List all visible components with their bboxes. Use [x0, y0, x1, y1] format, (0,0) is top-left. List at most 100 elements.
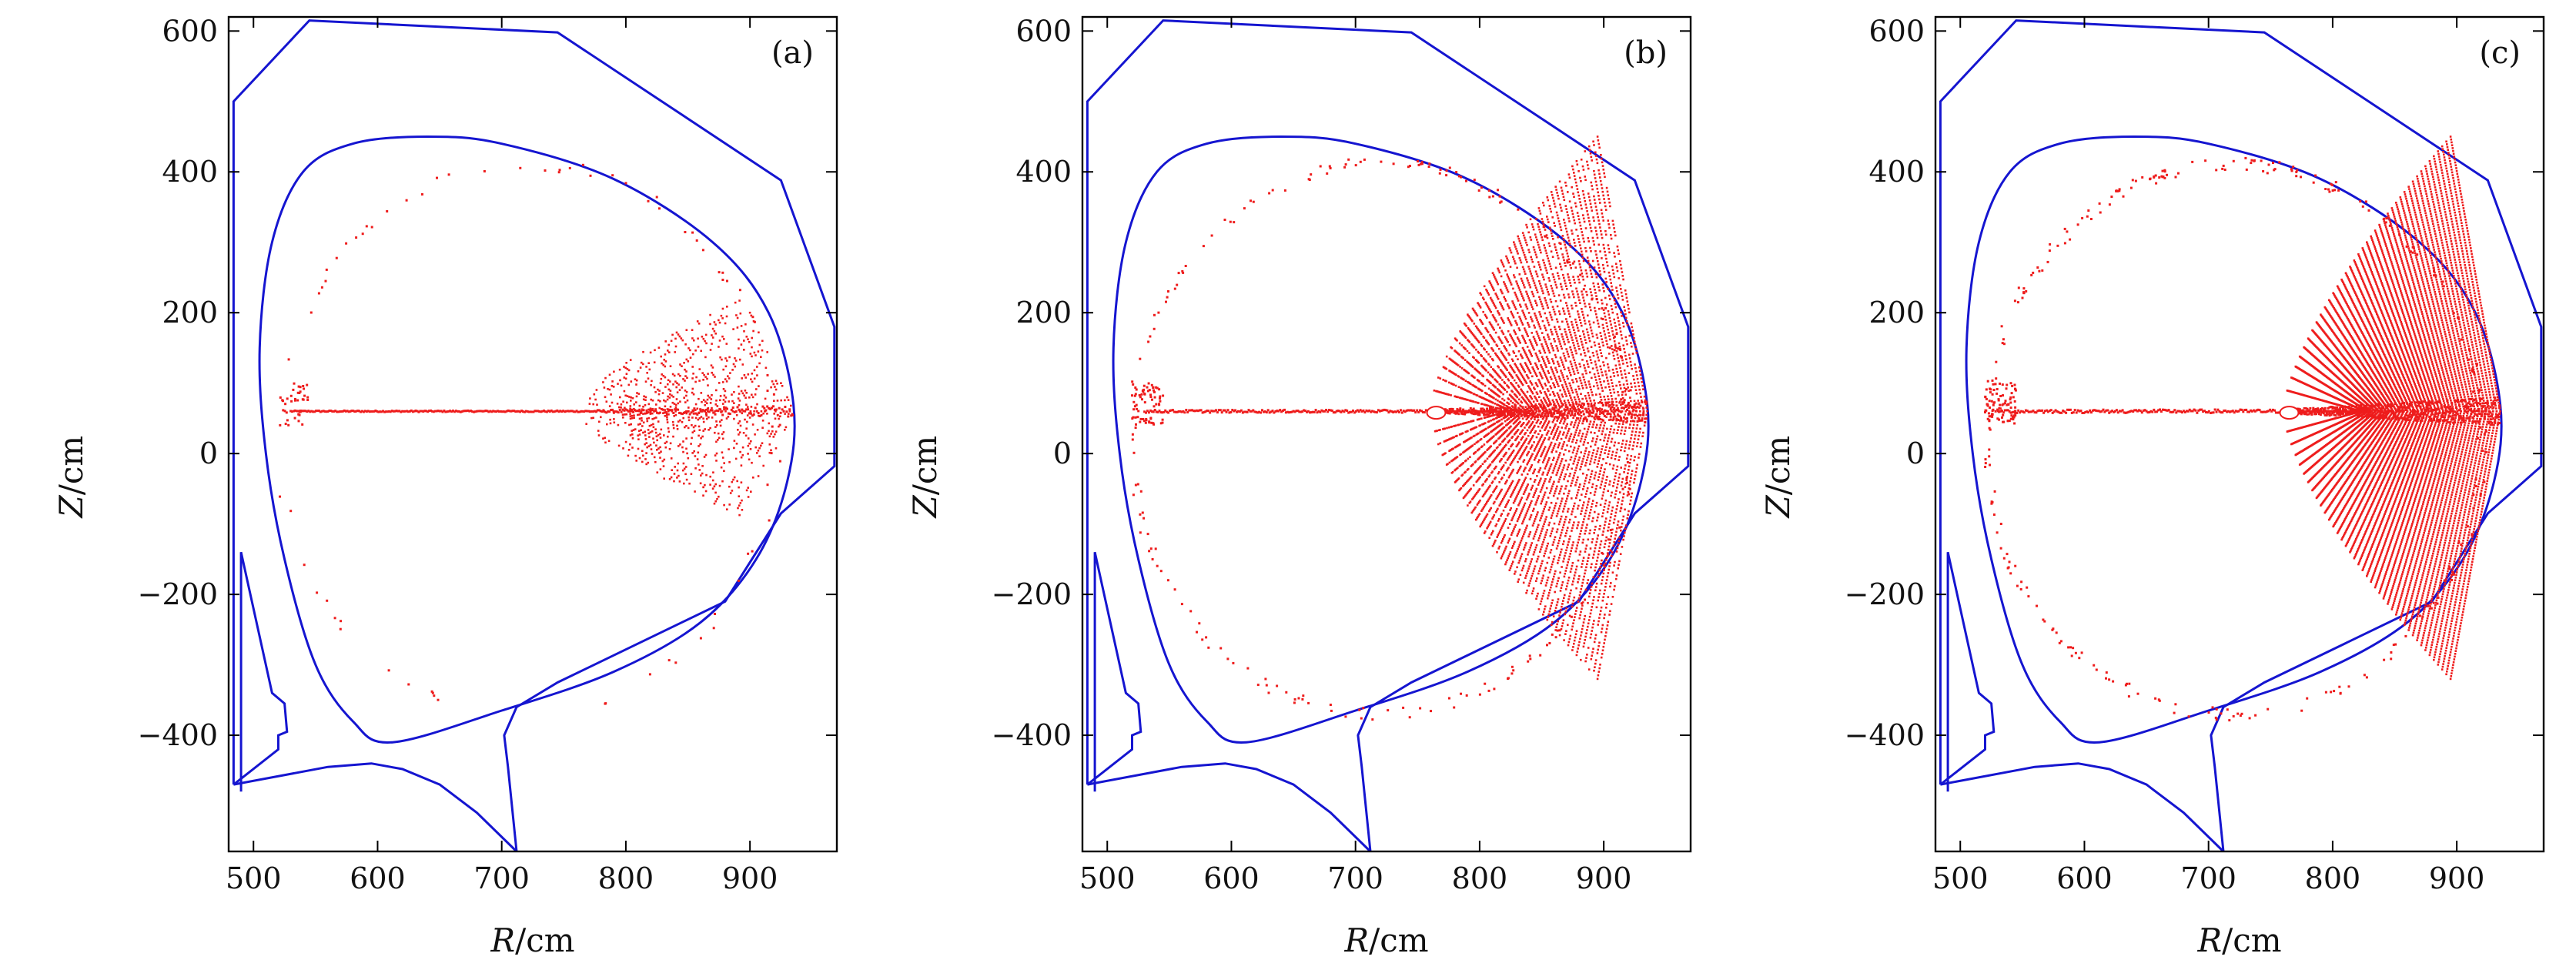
- field-line-point: [1541, 303, 1543, 306]
- field-line-point: [1475, 433, 1478, 436]
- field-line-point: [1542, 450, 1545, 452]
- field-line-point: [1586, 507, 1588, 509]
- field-line-point: [706, 402, 708, 405]
- field-line-point: [1549, 376, 1552, 379]
- field-line-point: [1611, 351, 1614, 354]
- field-line-point: [674, 661, 677, 664]
- field-line-point: [657, 346, 661, 349]
- field-line-point: [1602, 267, 1605, 269]
- field-line-point: [383, 410, 386, 413]
- field-line-point: [1572, 403, 1574, 406]
- field-line-point: [1561, 384, 1564, 386]
- field-line-point: [1551, 471, 1554, 474]
- field-line-point: [1607, 383, 1610, 385]
- field-line-point: [1512, 422, 1515, 425]
- field-line-point: [1543, 324, 1546, 327]
- field-line-point: [1607, 386, 1611, 388]
- field-line-point: [701, 409, 704, 411]
- field-line-point: [1546, 388, 1549, 390]
- field-line-point: [1524, 426, 1526, 429]
- field-line-point: [1591, 563, 1593, 566]
- field-line-point: [647, 432, 650, 435]
- field-line-point: [739, 358, 741, 361]
- field-line-point: [1552, 412, 1555, 414]
- field-line-point: [1596, 415, 1599, 418]
- field-line-point: [296, 391, 299, 394]
- field-line-point: [1607, 436, 1610, 440]
- field-line-point: [709, 409, 712, 412]
- field-line-point: [1352, 410, 1354, 412]
- field-line-point: [1484, 410, 1486, 413]
- field-line-point: [1628, 469, 1630, 471]
- field-line-point: [1564, 313, 1566, 315]
- field-line-point: [1561, 404, 1564, 406]
- field-line-point: [1620, 410, 1623, 413]
- field-line-point: [1499, 436, 1502, 438]
- field-line-point: [1575, 287, 1577, 290]
- field-line-point: [1624, 426, 1628, 429]
- field-line-point: [1644, 399, 1647, 402]
- field-line-point: [606, 423, 608, 426]
- field-line-point: [1625, 361, 1628, 364]
- field-line-point: [1561, 393, 1564, 396]
- field-line-point: [1521, 445, 1524, 447]
- field-line-point: [1599, 418, 1602, 420]
- field-line-point: [1521, 334, 1524, 337]
- field-line-point: [723, 462, 725, 464]
- field-line-point: [1465, 390, 1468, 392]
- field-line-point: [626, 368, 629, 370]
- field-line-point: [1563, 388, 1565, 391]
- field-line-point: [343, 409, 346, 412]
- field-line-point: [1545, 394, 1548, 396]
- field-line-point: [731, 480, 734, 483]
- field-line-point: [1619, 326, 1621, 329]
- field-line-point: [1478, 424, 1480, 427]
- field-line-point: [1613, 564, 1615, 567]
- field-line-point: [1500, 467, 1504, 470]
- field-line-point: [1552, 483, 1554, 485]
- field-line-point: [1562, 414, 1564, 416]
- field-line-point: [1615, 404, 1618, 407]
- field-line-point: [331, 410, 334, 413]
- field-line-point: [1603, 247, 1605, 249]
- field-line-point: [1587, 380, 1590, 383]
- field-line-point: [1552, 349, 1555, 352]
- field-line-point: [1621, 443, 1624, 445]
- field-line-point: [1559, 283, 1562, 286]
- field-line-point: [1521, 356, 1524, 360]
- field-line-point: [1537, 497, 1539, 500]
- field-line-point: [1541, 406, 1544, 410]
- field-line-point: [1601, 408, 1604, 411]
- field-line-point: [1560, 487, 1562, 490]
- field-line-point: [650, 448, 653, 450]
- field-line-point: [650, 383, 652, 386]
- field-line-point: [1598, 528, 1601, 530]
- field-line-point: [1529, 340, 1532, 343]
- field-line-point: [1505, 337, 1507, 340]
- field-line-point: [1601, 371, 1603, 373]
- field-line-point: [1631, 492, 1634, 495]
- field-line-point: [1527, 411, 1530, 413]
- field-line-point: [1523, 480, 1525, 483]
- field-line-point: [758, 343, 761, 346]
- field-line-point: [666, 416, 668, 419]
- field-line-point: [400, 410, 403, 413]
- field-line-point: [617, 444, 621, 447]
- field-line-point: [1630, 416, 1633, 420]
- field-line-point: [1483, 443, 1486, 446]
- field-line-point: [1641, 380, 1643, 383]
- field-line-point: [1536, 375, 1538, 377]
- field-line-point: [1531, 390, 1534, 393]
- field-line-point: [1517, 429, 1520, 431]
- field-line-point: [768, 422, 771, 425]
- field-line-point: [741, 377, 743, 380]
- field-line-point: [1494, 379, 1497, 382]
- field-line-point: [1515, 411, 1518, 414]
- field-line-point: [1597, 359, 1601, 362]
- field-line-point: [1541, 512, 1544, 515]
- field-line-point: [1577, 345, 1580, 348]
- field-line-point: [1517, 460, 1519, 463]
- field-line-point: [1642, 412, 1645, 415]
- field-line-point: [590, 416, 593, 420]
- field-line-point: [1604, 370, 1607, 373]
